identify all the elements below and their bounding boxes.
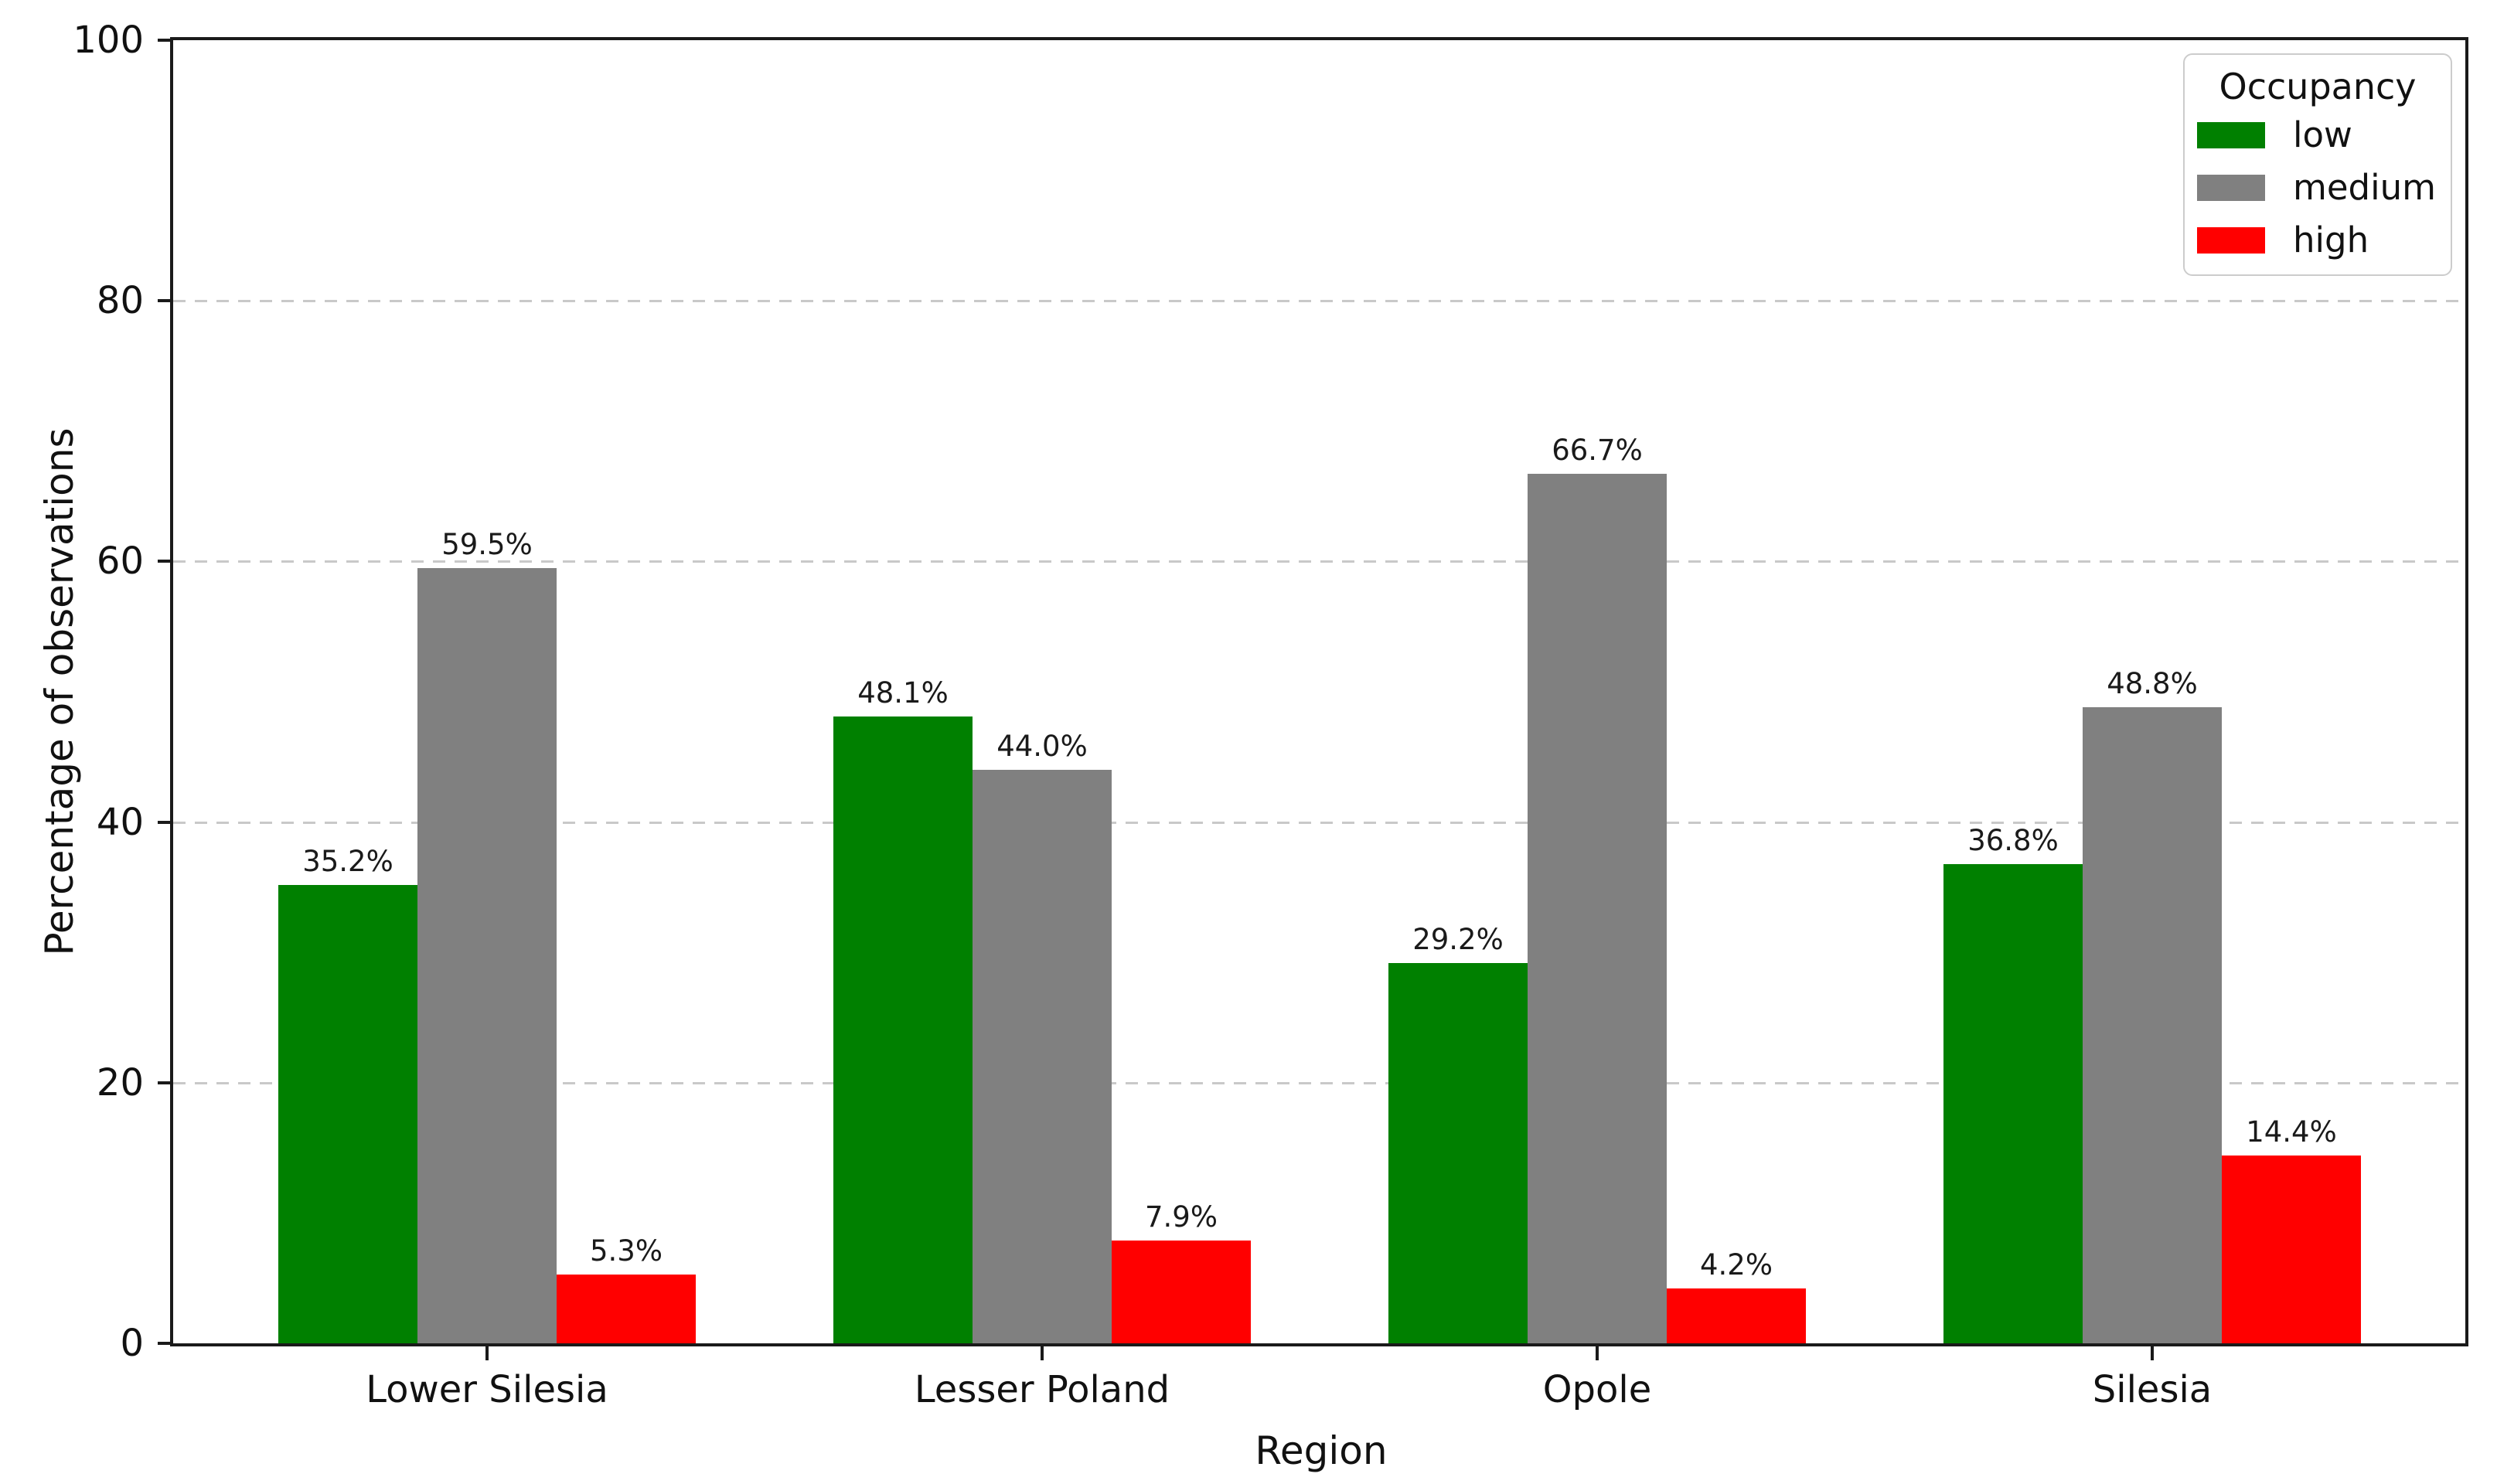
bar-low-lesser-poland — [833, 716, 973, 1343]
y-tick-label-0: 0 — [120, 1322, 144, 1365]
y-tick-label-80: 80 — [96, 279, 144, 323]
gridline-80 — [173, 300, 2465, 303]
bar-low-silesia — [1943, 863, 2083, 1343]
x-tick-lesser-poland — [1041, 1346, 1044, 1360]
x-tick-opole — [1596, 1346, 1599, 1360]
y-tick-60 — [158, 560, 170, 563]
bar-label-high-lower-silesia: 5.3% — [590, 1234, 663, 1268]
legend-entry-label-medium: medium — [2293, 167, 2436, 208]
bar-label-low-silesia: 36.8% — [1967, 823, 2059, 857]
bar-medium-silesia — [2083, 707, 2222, 1343]
bar-low-lower-silesia — [278, 884, 417, 1343]
legend-swatch-low — [2197, 122, 2265, 148]
bar-label-high-silesia: 14.4% — [2246, 1115, 2337, 1149]
y-tick-0 — [158, 1342, 170, 1345]
x-tick-label-silesia: Silesia — [2092, 1368, 2213, 1411]
bar-label-medium-silesia: 48.8% — [2107, 667, 2198, 701]
gridline-40 — [173, 821, 2465, 824]
legend-entry-label-low: low — [2293, 114, 2352, 155]
y-tick-label-60: 60 — [96, 539, 144, 584]
bar-low-opole — [1388, 962, 1528, 1343]
legend-entry-medium: medium — [2197, 162, 2438, 214]
bar-high-lower-silesia — [557, 1274, 696, 1343]
legend: Occupancy low medium high — [2183, 53, 2452, 276]
bar-label-medium-opole: 66.7% — [1552, 434, 1643, 468]
y-tick-100 — [158, 39, 170, 42]
y-tick-label-40: 40 — [96, 800, 144, 844]
bar-high-silesia — [2222, 1156, 2361, 1343]
x-tick-label-lower-silesia: Lower Silesia — [366, 1368, 608, 1411]
bar-medium-lesser-poland — [973, 770, 1112, 1343]
bar-label-low-lesser-poland: 48.1% — [857, 676, 949, 710]
legend-entry-label-high: high — [2293, 220, 2369, 260]
bar-high-opole — [1667, 1288, 1806, 1343]
bar-label-high-lesser-poland: 7.9% — [1145, 1200, 1218, 1234]
x-tick-label-lesser-poland: Lesser Poland — [914, 1368, 1170, 1411]
bar-high-lesser-poland — [1112, 1240, 1251, 1343]
legend-swatch-high — [2197, 227, 2265, 254]
y-tick-label-100: 100 — [73, 19, 144, 62]
bar-label-low-opole: 29.2% — [1412, 922, 1504, 956]
y-tick-80 — [158, 299, 170, 303]
gridline-20 — [173, 1081, 2465, 1084]
bar-label-high-opole: 4.2% — [1700, 1248, 1773, 1282]
x-tick-label-opole: Opole — [1542, 1368, 1652, 1411]
plot-area — [170, 37, 2468, 1346]
legend-title: Occupancy — [2219, 66, 2417, 107]
x-axis-title: Region — [1255, 1428, 1388, 1473]
legend-entry-high: high — [2197, 214, 2438, 267]
bar-label-medium-lesser-poland: 44.0% — [996, 730, 1088, 764]
legend-swatch-medium — [2197, 175, 2265, 201]
y-axis-title: Percentage of observations — [37, 427, 82, 956]
bar-medium-opole — [1528, 474, 1667, 1343]
x-tick-silesia — [2151, 1346, 2154, 1360]
bar-label-medium-lower-silesia: 59.5% — [441, 527, 533, 561]
legend-entries: low medium high — [2197, 109, 2438, 267]
gridline-60 — [173, 560, 2465, 563]
x-tick-lower-silesia — [485, 1346, 489, 1360]
bar-label-low-lower-silesia: 35.2% — [302, 844, 393, 878]
y-tick-20 — [158, 1081, 170, 1084]
y-tick-40 — [158, 820, 170, 824]
y-tick-label-20: 20 — [96, 1060, 144, 1104]
legend-entry-low: low — [2197, 109, 2438, 162]
bar-medium-lower-silesia — [417, 567, 557, 1343]
